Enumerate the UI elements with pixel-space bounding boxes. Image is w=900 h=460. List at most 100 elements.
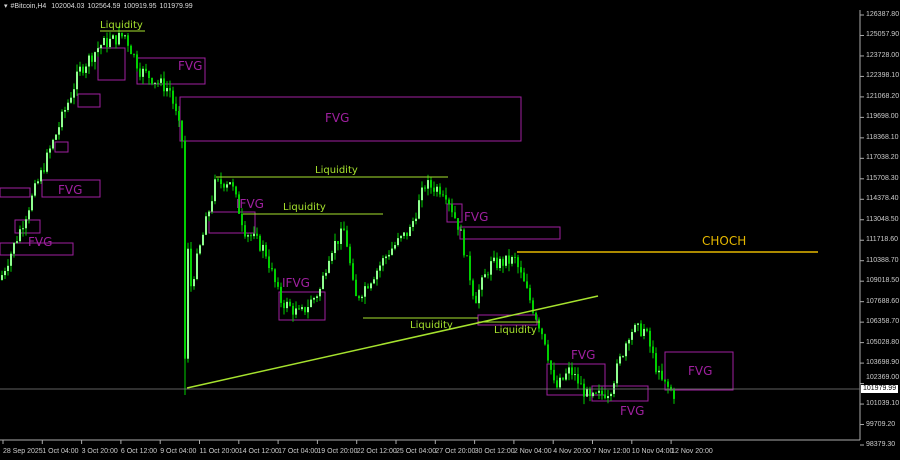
candle-body: [379, 265, 381, 271]
candle-body: [289, 301, 291, 306]
fvg-label: FVG: [325, 111, 350, 125]
candle-body: [46, 152, 48, 172]
candle-body: [256, 233, 258, 236]
symbol: #Bitcoin,H4: [10, 3, 47, 10]
candle-body: [4, 271, 6, 276]
candle-body: [235, 186, 237, 195]
y-tick-label: 111718.60: [866, 236, 899, 244]
candle-body: [490, 261, 492, 275]
candle-body: [91, 55, 93, 62]
candle-body: [259, 235, 261, 251]
candle-body: [313, 297, 315, 300]
candle-body: [193, 279, 195, 287]
high-price: 102564.59: [87, 3, 121, 10]
candle-body: [577, 374, 579, 384]
candle-body: [523, 272, 525, 282]
candle-body: [127, 35, 129, 46]
candle-body: [322, 275, 324, 289]
candle-body: [394, 245, 396, 249]
x-tick-label: 17 Oct 04:00: [278, 448, 319, 455]
liquidity-label: Liquidity: [410, 320, 453, 331]
fvg-label: FVG: [178, 59, 203, 73]
candle-body: [667, 381, 669, 387]
candle-body: [328, 260, 330, 273]
candle-body: [94, 52, 96, 62]
candle-body: [31, 195, 33, 211]
candle-body: [178, 111, 180, 121]
fvg-label: FVG: [464, 210, 489, 224]
candle-body: [82, 66, 84, 73]
candle-body: [472, 280, 474, 296]
candle-body: [100, 45, 102, 49]
candle-body: [319, 288, 321, 297]
candle-body: [373, 279, 375, 284]
candle-body: [196, 253, 198, 280]
candle-body: [451, 204, 453, 213]
fvg-box: [208, 211, 256, 234]
candle-body: [286, 301, 288, 309]
candle-body: [397, 238, 399, 246]
candle-body: [7, 265, 9, 272]
candle-body: [538, 319, 540, 329]
candle-body: [70, 97, 72, 103]
candle-body: [640, 323, 642, 336]
candle-body: [367, 286, 369, 289]
candle-body: [148, 71, 150, 79]
candle-body: [52, 139, 54, 149]
candle-body: [652, 346, 654, 354]
candle-body: [511, 256, 513, 264]
candle-body: [349, 246, 351, 264]
candle-body: [97, 48, 99, 53]
candle-body: [550, 360, 552, 370]
candle-body: [412, 221, 414, 227]
y-tick-label: 123728.00: [866, 51, 900, 59]
x-tick-label: 4 Nov 20:00: [553, 448, 591, 455]
fvg-box: [179, 96, 522, 142]
candle-body: [184, 140, 186, 359]
candle-body: [475, 295, 477, 304]
candle-body: [370, 283, 372, 289]
dropdown-icon[interactable]: ▾: [4, 3, 8, 10]
candle-body: [232, 182, 234, 187]
y-tick-label: 115708.30: [866, 174, 899, 182]
candle-body: [526, 281, 528, 288]
x-tick-label: 28 Sep 2025: [3, 448, 43, 455]
candle-body: [355, 279, 357, 297]
candle-body: [136, 54, 138, 69]
candle-body: [340, 228, 342, 244]
candle-body: [574, 374, 576, 376]
fvg-box: [477, 314, 538, 326]
candle-body: [610, 393, 612, 397]
close-price: 101979.99: [159, 3, 193, 10]
candle-body: [151, 78, 153, 84]
candle-body: [553, 369, 555, 381]
x-tick-label: 9 Oct 04:00: [160, 448, 197, 455]
fvg-box: [14, 219, 41, 234]
candle-body: [376, 270, 378, 280]
candle-body: [58, 127, 60, 135]
candle-body: [262, 244, 264, 251]
y-tick-label: 121068.20: [866, 92, 900, 100]
candle-body: [643, 328, 645, 336]
y-tick-label: 102369.00: [866, 373, 900, 381]
candle-body: [544, 334, 546, 345]
open-price: 102004.03: [51, 3, 85, 10]
liquidity-label: Liquidity: [283, 202, 326, 213]
candle-body: [73, 89, 75, 98]
candle-body: [103, 37, 105, 46]
candle-body: [616, 363, 618, 384]
y-tick-label: 110388.70: [866, 256, 899, 264]
x-tick-label: 6 Oct 12:00: [120, 448, 158, 455]
fvg-box: [41, 179, 101, 198]
candle-body: [613, 383, 615, 394]
candle-body: [1, 275, 3, 280]
candle-body: [505, 255, 507, 266]
candle-body: [115, 35, 117, 45]
candle-body: [25, 219, 27, 229]
y-tick-label: 106358.70: [866, 318, 900, 326]
candle-body: [547, 344, 549, 361]
candle-body: [388, 254, 390, 257]
candle-body: [580, 383, 582, 385]
candle-body: [661, 370, 663, 380]
